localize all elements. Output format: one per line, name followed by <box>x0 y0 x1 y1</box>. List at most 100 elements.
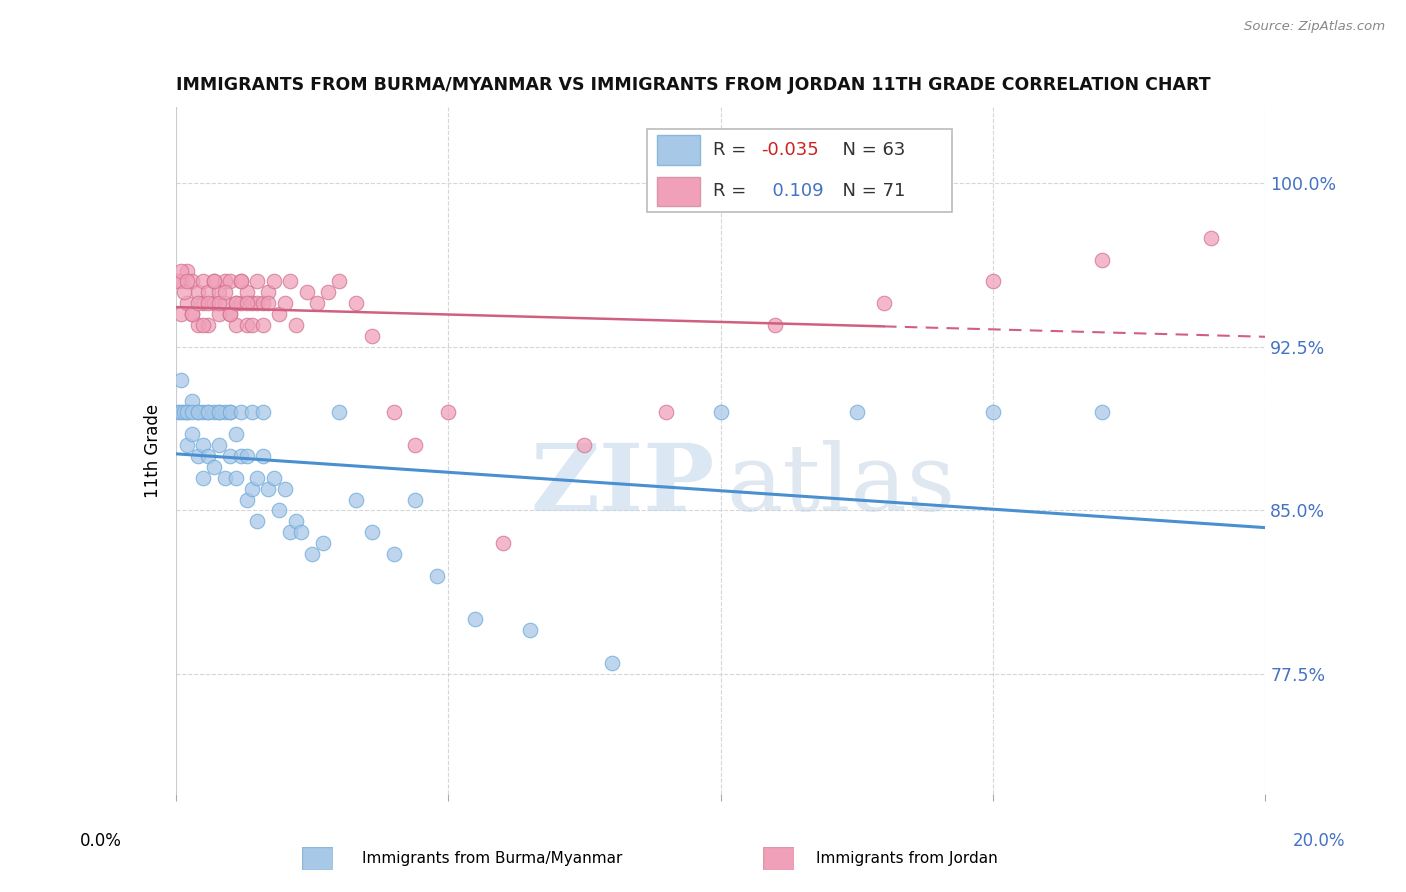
Point <box>197 405 219 419</box>
Point <box>1091 252 1114 267</box>
Point <box>257 296 280 310</box>
FancyBboxPatch shape <box>657 136 700 164</box>
Point <box>186 296 209 310</box>
Point <box>360 525 382 540</box>
Y-axis label: 11th Grade: 11th Grade <box>143 403 162 498</box>
Point <box>307 296 329 310</box>
Point <box>219 405 242 419</box>
Point <box>240 405 263 419</box>
Text: Immigrants from Burma/Myanmar: Immigrants from Burma/Myanmar <box>361 851 623 865</box>
Point <box>225 296 247 310</box>
Text: N = 71: N = 71 <box>831 182 905 200</box>
Point <box>235 296 257 310</box>
Point <box>763 318 786 332</box>
Point <box>235 449 257 463</box>
Point <box>318 285 340 300</box>
Point <box>170 373 193 387</box>
Point <box>405 438 427 452</box>
Point <box>252 318 274 332</box>
Point <box>231 296 253 310</box>
Point <box>252 449 274 463</box>
Text: R =: R = <box>713 141 752 159</box>
FancyBboxPatch shape <box>647 129 952 211</box>
Point <box>301 547 323 561</box>
Point <box>197 449 219 463</box>
Point <box>1199 231 1222 245</box>
Point <box>214 285 236 300</box>
Point <box>176 263 198 277</box>
Text: ZIP: ZIP <box>531 440 716 530</box>
Point <box>214 296 236 310</box>
Point <box>173 285 195 300</box>
Point <box>269 503 291 517</box>
Point <box>176 275 198 289</box>
Point <box>202 275 225 289</box>
Text: 0.0%: 0.0% <box>80 832 122 850</box>
Text: IMMIGRANTS FROM BURMA/MYANMAR VS IMMIGRANTS FROM JORDAN 11TH GRADE CORRELATION C: IMMIGRANTS FROM BURMA/MYANMAR VS IMMIGRA… <box>176 77 1211 95</box>
Point <box>263 471 285 485</box>
Point <box>873 296 896 310</box>
Point <box>290 525 312 540</box>
Point <box>312 536 335 550</box>
Point <box>328 275 350 289</box>
Point <box>240 318 263 332</box>
Point <box>208 405 231 419</box>
Point <box>173 405 195 419</box>
Text: R =: R = <box>713 182 752 200</box>
Point <box>176 405 198 419</box>
Point <box>981 275 1004 289</box>
Point <box>382 405 405 419</box>
Point <box>186 285 209 300</box>
Point <box>284 514 307 528</box>
Point <box>231 275 253 289</box>
Point <box>181 405 204 419</box>
Point <box>235 492 257 507</box>
Point <box>181 307 204 321</box>
Text: N = 63: N = 63 <box>831 141 905 159</box>
Point <box>219 307 242 321</box>
Point <box>328 405 350 419</box>
Point <box>252 296 274 310</box>
Point <box>274 482 297 496</box>
Point <box>240 296 263 310</box>
Text: Source: ZipAtlas.com: Source: ZipAtlas.com <box>1244 20 1385 33</box>
Point <box>257 285 280 300</box>
Point <box>197 296 219 310</box>
Point <box>197 285 219 300</box>
Point <box>181 394 204 409</box>
Point <box>181 307 204 321</box>
FancyBboxPatch shape <box>657 177 700 206</box>
Point <box>208 307 231 321</box>
Point <box>284 318 307 332</box>
Point <box>208 285 231 300</box>
Point <box>426 569 449 583</box>
FancyBboxPatch shape <box>763 847 794 870</box>
Point <box>225 296 247 310</box>
Point <box>191 471 214 485</box>
Point <box>295 285 318 300</box>
Point <box>235 285 257 300</box>
Point <box>405 492 427 507</box>
Point <box>246 514 269 528</box>
FancyBboxPatch shape <box>302 847 333 870</box>
Point <box>278 275 301 289</box>
Point <box>208 438 231 452</box>
Point <box>181 427 204 442</box>
Point <box>240 482 263 496</box>
Text: Immigrants from Jordan: Immigrants from Jordan <box>815 851 998 865</box>
Point <box>186 449 209 463</box>
Point <box>167 405 190 419</box>
Point <box>191 296 214 310</box>
Point <box>246 296 269 310</box>
Point <box>202 459 225 474</box>
Point <box>186 405 209 419</box>
Text: 0.109: 0.109 <box>761 182 824 200</box>
Point <box>263 275 285 289</box>
Point <box>382 547 405 561</box>
Point <box>278 525 301 540</box>
Point <box>600 656 623 670</box>
Point <box>219 307 242 321</box>
Point <box>437 405 460 419</box>
Point <box>231 449 253 463</box>
Point <box>574 438 596 452</box>
